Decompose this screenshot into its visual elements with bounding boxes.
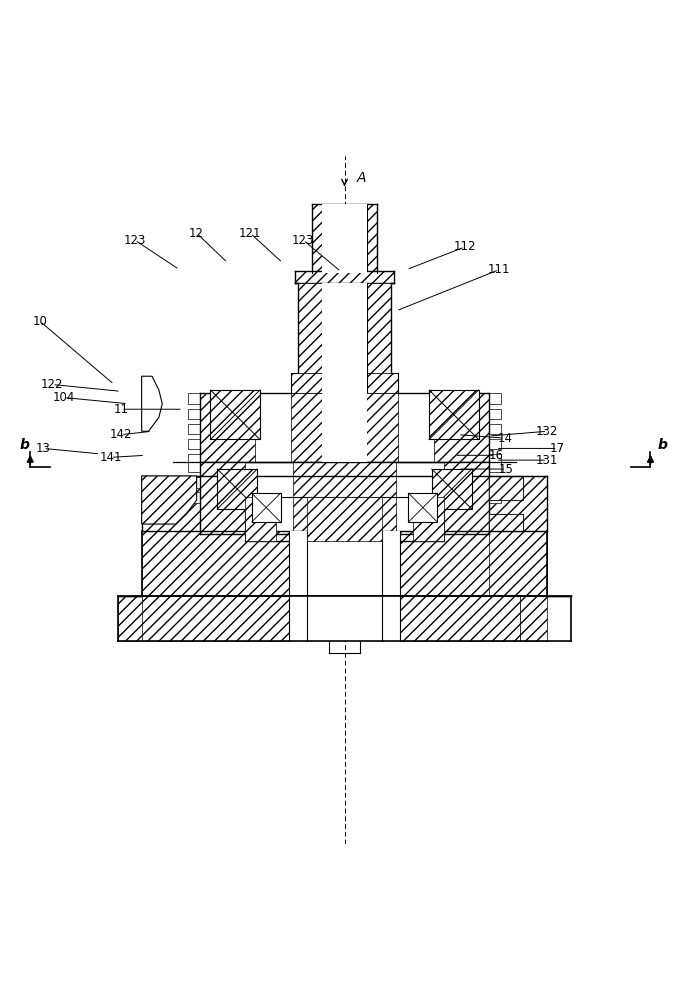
- Bar: [210, 390, 260, 439]
- Text: 12: 12: [189, 227, 204, 240]
- Bar: [187, 424, 200, 434]
- Bar: [520, 596, 547, 641]
- Bar: [489, 454, 502, 464]
- Polygon shape: [142, 376, 163, 431]
- Bar: [187, 393, 200, 404]
- Text: 123: 123: [123, 234, 146, 247]
- Bar: [367, 373, 398, 393]
- Text: 132: 132: [536, 425, 559, 438]
- Text: 141: 141: [99, 451, 122, 464]
- Text: b: b: [658, 438, 668, 452]
- Bar: [489, 439, 502, 449]
- Bar: [489, 531, 547, 596]
- Bar: [489, 477, 502, 488]
- Bar: [245, 497, 276, 541]
- Text: 11: 11: [114, 403, 129, 416]
- Bar: [289, 596, 400, 641]
- Text: 10: 10: [32, 315, 48, 328]
- Text: A: A: [357, 171, 367, 185]
- Bar: [142, 531, 289, 596]
- Bar: [217, 469, 257, 509]
- Bar: [322, 393, 367, 462]
- Text: 122: 122: [41, 378, 63, 391]
- Text: 121: 121: [239, 227, 262, 240]
- Text: 112: 112: [453, 240, 476, 253]
- Bar: [400, 531, 547, 596]
- Bar: [432, 469, 472, 509]
- Bar: [312, 204, 322, 273]
- Bar: [289, 531, 400, 596]
- Bar: [217, 469, 257, 509]
- Bar: [489, 409, 502, 419]
- Bar: [489, 476, 523, 500]
- Bar: [489, 476, 523, 500]
- Text: 111: 111: [488, 263, 511, 276]
- Bar: [322, 373, 367, 393]
- Text: 123: 123: [292, 234, 314, 247]
- Bar: [295, 271, 394, 283]
- Bar: [489, 514, 523, 531]
- Text: 17: 17: [550, 442, 565, 455]
- Bar: [367, 283, 391, 373]
- Bar: [413, 497, 444, 541]
- Bar: [322, 283, 367, 373]
- Bar: [200, 393, 255, 462]
- Bar: [322, 204, 367, 273]
- Bar: [434, 393, 489, 462]
- Bar: [291, 393, 398, 462]
- Bar: [142, 596, 289, 641]
- Bar: [429, 390, 479, 439]
- Bar: [187, 462, 200, 472]
- Polygon shape: [142, 476, 196, 524]
- Bar: [400, 596, 520, 641]
- Bar: [489, 393, 502, 404]
- Text: b: b: [19, 438, 29, 452]
- Bar: [367, 204, 377, 273]
- Text: 16: 16: [489, 449, 503, 462]
- Bar: [187, 439, 200, 449]
- Bar: [200, 462, 245, 534]
- Bar: [187, 454, 200, 464]
- Bar: [210, 390, 260, 439]
- Text: 13: 13: [36, 442, 51, 455]
- Bar: [187, 492, 200, 503]
- Bar: [187, 477, 200, 488]
- Bar: [489, 492, 502, 503]
- Bar: [307, 497, 382, 541]
- Bar: [432, 469, 472, 509]
- Bar: [444, 462, 489, 534]
- Bar: [298, 283, 322, 373]
- Bar: [429, 390, 479, 439]
- Bar: [489, 424, 502, 434]
- Text: 15: 15: [499, 463, 513, 476]
- Bar: [409, 493, 438, 522]
- Text: 104: 104: [53, 391, 75, 404]
- Bar: [489, 514, 523, 531]
- Bar: [489, 476, 547, 531]
- Text: 142: 142: [110, 428, 132, 441]
- Bar: [489, 462, 502, 472]
- Bar: [118, 596, 145, 641]
- Bar: [291, 373, 322, 393]
- Bar: [251, 493, 280, 522]
- Text: 14: 14: [497, 432, 512, 445]
- Text: 131: 131: [536, 454, 559, 467]
- Bar: [187, 409, 200, 419]
- Bar: [142, 476, 200, 531]
- Bar: [293, 462, 396, 534]
